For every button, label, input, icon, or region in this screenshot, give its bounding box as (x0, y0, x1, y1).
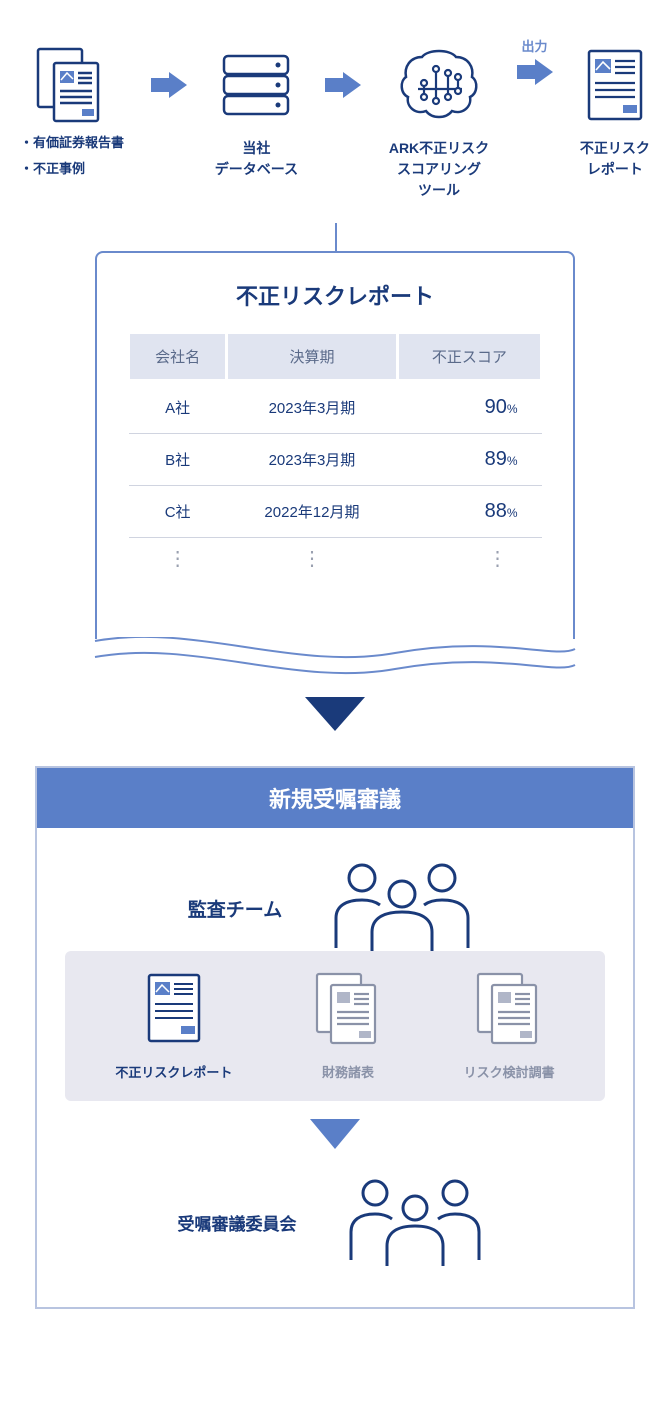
risk-table: 会社名 決算期 不正スコア A社 2023年3月期 90% B社 2023年3月… (127, 331, 543, 579)
double-doc-icon (20, 40, 124, 130)
step-report-label: 不正リスク レポート (580, 138, 650, 180)
report-doc-icon (580, 40, 650, 130)
doc-item-risk-review: リスク検討調書 (464, 971, 555, 1081)
doc-icon (143, 971, 205, 1047)
connector-line (335, 223, 337, 253)
database-icon (215, 40, 298, 130)
review-title: 新規受嘱審議 (37, 768, 633, 828)
ai-brain-icon (389, 40, 489, 130)
doc-label: リスク検討調書 (464, 1062, 555, 1081)
double-doc-icon (313, 971, 383, 1047)
doc-item-financial: 財務諸表 (313, 971, 383, 1081)
step-output-arrow: 出力 (517, 36, 553, 90)
people-icon (322, 856, 482, 961)
bullet-1: ・有価証券報告書 (20, 130, 124, 156)
committee-label: 受嘱審議委員会 (178, 1210, 297, 1235)
arrow-icon (151, 40, 187, 130)
arrow-icon (325, 40, 361, 130)
committee-row: 受嘱審議委員会 (65, 1172, 605, 1273)
step-db-label: 当社 データベース (215, 138, 298, 180)
source-bullets: ・有価証券報告書 ・不正事例 (20, 130, 124, 182)
table-row: B社 2023年3月期 89% (129, 434, 542, 486)
bullet-2: ・不正事例 (20, 156, 124, 182)
col-company: 会社名 (129, 333, 227, 381)
doc-label: 財務諸表 (313, 1062, 383, 1081)
double-doc-icon (474, 971, 544, 1047)
audit-team-row: 監査チーム (65, 856, 605, 961)
table-row: A社 2023年3月期 90% (129, 381, 542, 434)
step-scoring-tool: ARK不正リスク スコアリング ツール (389, 40, 489, 201)
col-period: 決算期 (227, 333, 397, 381)
review-panel: 新規受嘱審議 監査チーム (35, 766, 635, 1309)
down-triangle-icon (305, 697, 365, 736)
doc-label: 不正リスクレポート (115, 1062, 232, 1081)
step-report: 不正リスク レポート (580, 40, 650, 180)
table-row: C社 2022年12月期 88% (129, 486, 542, 538)
col-score: 不正スコア (397, 333, 541, 381)
step-sources: ・有価証券報告書 ・不正事例 (20, 40, 124, 182)
arrow-icon (517, 59, 553, 85)
people-icon (337, 1172, 493, 1273)
risk-report-card: 不正リスクレポート 会社名 決算期 不正スコア A社 2023年3月期 90% … (95, 251, 575, 639)
wave-edge (95, 637, 575, 677)
docs-panel: 不正リスクレポート 財務諸表 (65, 951, 605, 1101)
output-tag: 出力 (517, 36, 553, 55)
audit-team-label: 監査チーム (188, 895, 282, 922)
report-card-title: 不正リスクレポート (127, 279, 543, 311)
down-triangle-icon (310, 1119, 360, 1154)
pipeline-row: ・有価証券報告書 ・不正事例 当社 データベース (0, 0, 670, 221)
step-database: 当社 データベース (215, 40, 298, 180)
step-tool-label: ARK不正リスク スコアリング ツール (389, 138, 489, 201)
table-dots-row: ⋮ ⋮ ⋮ (129, 538, 542, 580)
doc-item-risk-report: 不正リスクレポート (115, 971, 232, 1081)
